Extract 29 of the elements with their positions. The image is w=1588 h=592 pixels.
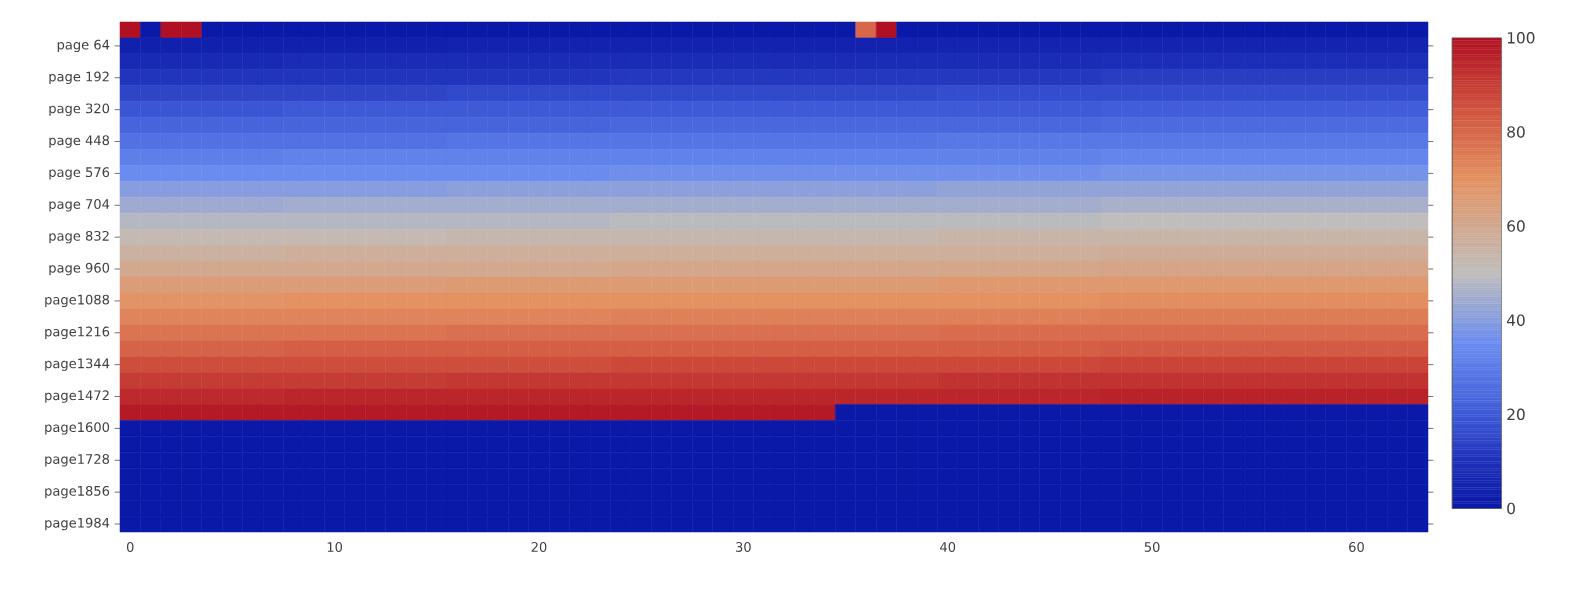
y-tick-label: page1472	[45, 390, 109, 403]
y-tick-label: page1984	[45, 517, 110, 531]
y-tick-label: page1344	[45, 358, 110, 371]
x-tick-label: 0	[126, 542, 134, 552]
color-bar-label: 100	[1507, 32, 1535, 44]
x-tick-label: 50	[1144, 542, 1160, 552]
color-bar-label: 0	[1507, 502, 1515, 515]
x-tick-label: 10	[327, 542, 343, 552]
y-tick-label: page 576	[49, 167, 110, 180]
y-tick-label: page1088	[45, 294, 110, 308]
x-tick-label: 40	[940, 542, 956, 552]
y-tick-label: page 320	[49, 103, 110, 116]
x-tick-label: 30	[736, 542, 751, 552]
color-bar-label: 60	[1507, 220, 1525, 232]
y-tick-label: page 448	[49, 135, 110, 148]
y-tick-label: page 64	[57, 39, 110, 53]
color-bar-label: 20	[1507, 408, 1525, 421]
color-bar-label: 80	[1507, 126, 1525, 138]
color-bar-label: 40	[1506, 314, 1525, 326]
y-tick-label: page1728	[45, 454, 110, 467]
y-tick-label: page1856	[45, 485, 110, 499]
y-tick-label: page 704	[49, 199, 110, 212]
x-tick-label: 60	[1349, 542, 1364, 552]
y-tick-label: page 960	[49, 262, 110, 276]
y-tick-label: page1216	[45, 326, 110, 339]
x-tick-label: 20	[531, 542, 547, 552]
y-tick-label: page 832	[49, 230, 109, 244]
y-tick-label: page1600	[45, 422, 110, 435]
y-tick-label: page 192	[49, 71, 109, 84]
